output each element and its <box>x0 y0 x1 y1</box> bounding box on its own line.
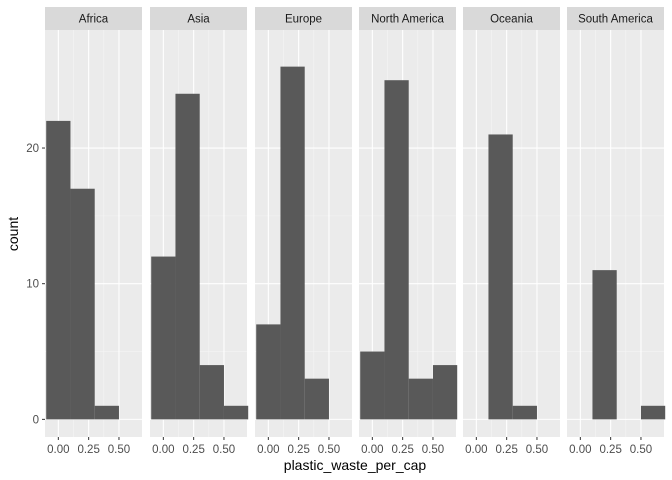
x-tick-label-0-50: 0.50 <box>526 444 548 456</box>
x-tick-label-0-00: 0.00 <box>257 444 279 456</box>
histogram-bar-asia-bin-3 <box>199 365 224 420</box>
x-tick-label-0-50: 0.50 <box>213 444 235 456</box>
strip-background <box>255 7 352 30</box>
facet-panel-north-america: North America 0.00 0.25 0.50 <box>359 7 458 456</box>
x-tick-label-0-00: 0.00 <box>152 444 174 456</box>
histogram-bar-europe-bin-3 <box>304 378 329 420</box>
histogram-bar-south-america-bin-2 <box>592 270 617 420</box>
histogram-bar-europe-bin-1 <box>256 324 281 420</box>
histogram-bar-north-america-bin-1 <box>360 351 385 420</box>
x-tick-label-0-00: 0.00 <box>47 444 69 456</box>
histogram-bar-europe-bin-2 <box>280 66 305 420</box>
strip-background <box>45 7 142 30</box>
x-tick-label-0-25: 0.25 <box>391 444 413 456</box>
histogram-bar-oceania-bin-3 <box>512 405 537 420</box>
strip-label: Oceania <box>490 14 533 26</box>
x-tick-label-0-25: 0.25 <box>77 444 99 456</box>
x-tick-label-0-50: 0.50 <box>422 444 444 456</box>
histogram-bar-africa-bin-3 <box>94 405 119 420</box>
strip-label: North America <box>371 14 444 26</box>
histogram-bar-north-america-bin-3 <box>408 378 433 420</box>
x-tick-label-0-00: 0.00 <box>569 444 591 456</box>
y-tick-label-20: 20 <box>26 143 39 155</box>
x-tick-label-0-25: 0.25 <box>599 444 621 456</box>
strip-background <box>463 7 560 30</box>
strip-background <box>567 7 664 30</box>
facet-panel-south-america: South America 0.00 0.25 0.50 <box>567 7 666 456</box>
histogram-bar-asia-bin-1 <box>151 256 176 420</box>
y-tick-label-0: 0 <box>33 414 39 426</box>
x-tick-label-0-25: 0.25 <box>495 444 517 456</box>
x-tick-label-0-00: 0.00 <box>361 444 383 456</box>
x-tick-label-0-50: 0.50 <box>318 444 340 456</box>
facet-panel-africa: Africa 0.00 0.25 0.50 <box>45 7 142 456</box>
histogram-bar-north-america-bin-2 <box>384 80 409 420</box>
y-axis-title: count <box>5 217 21 251</box>
strip-label: Asia <box>187 14 210 26</box>
x-tick-label-0-50: 0.50 <box>630 444 652 456</box>
strip-background <box>359 7 456 30</box>
histogram-bar-africa-bin-2 <box>70 188 95 420</box>
strip-label: Europe <box>285 14 322 26</box>
histogram-bar-asia-bin-4 <box>223 405 249 420</box>
histogram-bar-north-america-bin-4 <box>432 365 458 420</box>
histogram-bar-south-america-bin-4 <box>640 405 666 420</box>
y-tick-label-10: 10 <box>26 279 39 291</box>
facet-panel-europe: Europe 0.00 0.25 0.50 <box>255 7 352 456</box>
facet-panel-oceania: Oceania 0.00 0.25 0.50 <box>463 7 560 456</box>
x-tick-label-0-25: 0.25 <box>287 444 309 456</box>
facet-panel-asia: Asia 0.00 0.25 0.50 <box>150 7 249 456</box>
strip-background <box>150 7 247 30</box>
histogram-bar-oceania-bin-2 <box>488 134 513 420</box>
x-tick-label-0-00: 0.00 <box>465 444 487 456</box>
x-tick-label-0-25: 0.25 <box>182 444 204 456</box>
x-tick-label-0-50: 0.50 <box>108 444 130 456</box>
x-axis-title: plastic_waste_per_cap <box>284 457 427 473</box>
histogram-bar-africa-bin-1 <box>46 120 71 420</box>
y-axis: 0 10 20 <box>26 143 45 426</box>
strip-label: Africa <box>79 14 109 26</box>
histogram-bar-asia-bin-2 <box>175 93 200 420</box>
strip-label: South America <box>578 14 653 26</box>
